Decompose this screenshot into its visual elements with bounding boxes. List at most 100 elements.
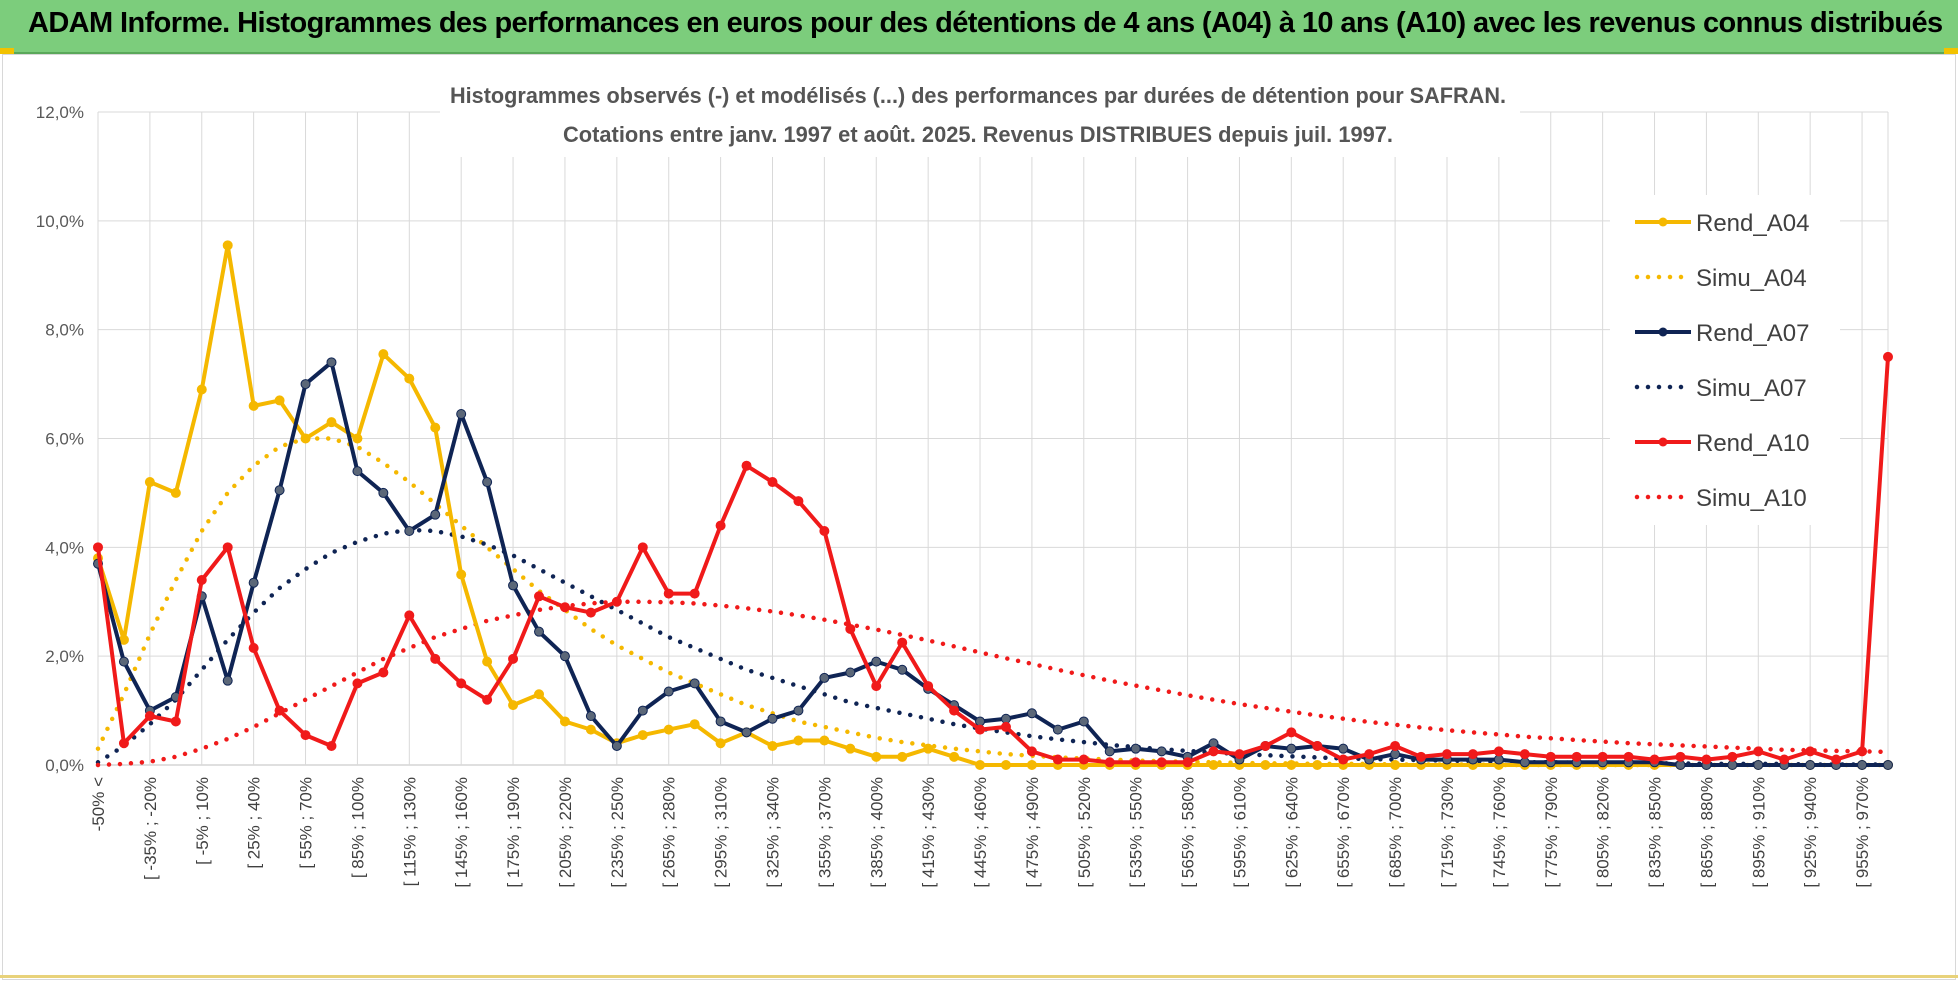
data-point <box>508 653 519 664</box>
data-point <box>300 730 311 741</box>
legend-marker <box>1658 327 1668 337</box>
data-point <box>585 607 596 618</box>
y-tick-label: 4,0% <box>45 538 84 557</box>
report-title: ADAM Informe. Histogrammes des performan… <box>28 7 1943 39</box>
data-point <box>196 574 207 585</box>
corner-mark-right <box>1944 48 1958 54</box>
data-point <box>1130 757 1141 768</box>
x-tick-label: [ 715% ; 730% <box>1438 777 1457 888</box>
data-point <box>1753 760 1764 770</box>
data-point <box>637 542 648 553</box>
series-line-rend-a10 <box>96 356 1890 765</box>
data-point <box>1493 754 1504 765</box>
data-point <box>1623 751 1634 762</box>
data-point <box>559 651 570 662</box>
y-tick-label: 2,0% <box>45 647 84 666</box>
data-point <box>1857 760 1868 770</box>
data-point <box>897 637 908 648</box>
x-tick-label: [ 805% ; 820% <box>1594 777 1613 888</box>
data-point <box>1104 757 1115 768</box>
x-tick-label: [ 955% ; 970% <box>1853 777 1872 888</box>
data-point <box>508 580 519 591</box>
data-point <box>793 705 804 716</box>
data-point <box>508 700 519 711</box>
x-tick-label: [ 55% ; 70% <box>297 777 316 869</box>
data-point <box>715 716 726 727</box>
data-point <box>949 705 960 716</box>
data-point <box>1545 751 1556 762</box>
corner-mark-left <box>0 48 14 54</box>
data-point <box>1234 749 1245 760</box>
data-point <box>274 705 285 716</box>
data-point <box>248 577 259 588</box>
data-point <box>1727 760 1738 770</box>
data-point <box>715 520 726 531</box>
x-tick-label: [ 745% ; 760% <box>1490 777 1509 888</box>
data-point <box>1571 751 1582 762</box>
data-point <box>663 686 674 697</box>
data-point <box>559 716 570 727</box>
data-point <box>559 602 570 613</box>
x-tick-label: [ 385% ; 400% <box>867 777 886 888</box>
data-point <box>326 740 337 751</box>
data-point <box>1182 757 1193 768</box>
data-point <box>404 610 415 621</box>
data-point <box>144 711 155 722</box>
data-point <box>1000 713 1011 724</box>
data-point <box>430 509 441 520</box>
data-point <box>326 357 337 368</box>
x-tick-label: [ 505% ; 520% <box>1075 777 1094 888</box>
data-point <box>274 485 285 496</box>
data-point <box>144 477 155 488</box>
data-point <box>689 719 700 730</box>
data-point <box>1390 760 1401 770</box>
data-point <box>871 751 882 762</box>
data-point <box>1390 749 1401 760</box>
legend-marker <box>1658 437 1668 447</box>
data-point <box>819 735 830 746</box>
data-point <box>352 433 363 444</box>
legend-background <box>1610 195 1840 525</box>
x-tick-label: [ 625% ; 640% <box>1282 777 1301 888</box>
data-point <box>1441 749 1452 760</box>
y-tick-label: 12,0% <box>36 103 84 122</box>
data-point <box>222 675 233 686</box>
data-point <box>248 400 259 411</box>
data-point <box>482 477 493 488</box>
data-point <box>1130 743 1141 754</box>
x-tick-label: [ 565% ; 580% <box>1179 777 1198 888</box>
data-point <box>819 672 830 683</box>
y-axis: 0,0% 2,0% 4,0% 6,0% 8,0% 10,0% 12,0% <box>36 103 84 775</box>
legend-label-rend-a10: Rend_A10 <box>1696 430 1809 457</box>
data-point <box>1857 746 1868 757</box>
chart-title-block: Histogrammes observés (-) et modélisés (… <box>440 75 1520 157</box>
data-point <box>482 694 493 705</box>
data-point <box>1416 751 1427 762</box>
data-point <box>430 422 441 433</box>
data-point <box>1675 760 1686 770</box>
data-point <box>1727 751 1738 762</box>
data-point <box>378 487 389 498</box>
legend-label-simu-a10: Simu_A10 <box>1696 485 1807 512</box>
data-point <box>1805 760 1816 770</box>
x-tick-label: [ 175% ; 190% <box>504 777 523 888</box>
data-point <box>196 384 207 395</box>
data-point <box>118 656 129 667</box>
data-point <box>1312 760 1323 770</box>
data-point <box>1519 757 1530 768</box>
x-tick-label: [ 535% ; 550% <box>1127 777 1146 888</box>
data-point <box>1026 760 1037 770</box>
data-point <box>1493 746 1504 757</box>
legend-label-simu-a07: Simu_A07 <box>1696 375 1807 402</box>
data-point <box>1208 760 1219 770</box>
x-tick-label: [ 475% ; 490% <box>1023 777 1042 888</box>
x-tick-label: [ 445% ; 460% <box>971 777 990 888</box>
data-point <box>1052 754 1063 765</box>
data-point <box>1026 708 1037 719</box>
bottom-rule <box>0 975 1958 978</box>
legend-label-simu-a04: Simu_A04 <box>1696 265 1807 292</box>
data-point <box>1805 746 1816 757</box>
x-tick-label: [ 415% ; 430% <box>919 777 938 888</box>
series-layer <box>93 240 1893 770</box>
data-point <box>1078 716 1089 727</box>
